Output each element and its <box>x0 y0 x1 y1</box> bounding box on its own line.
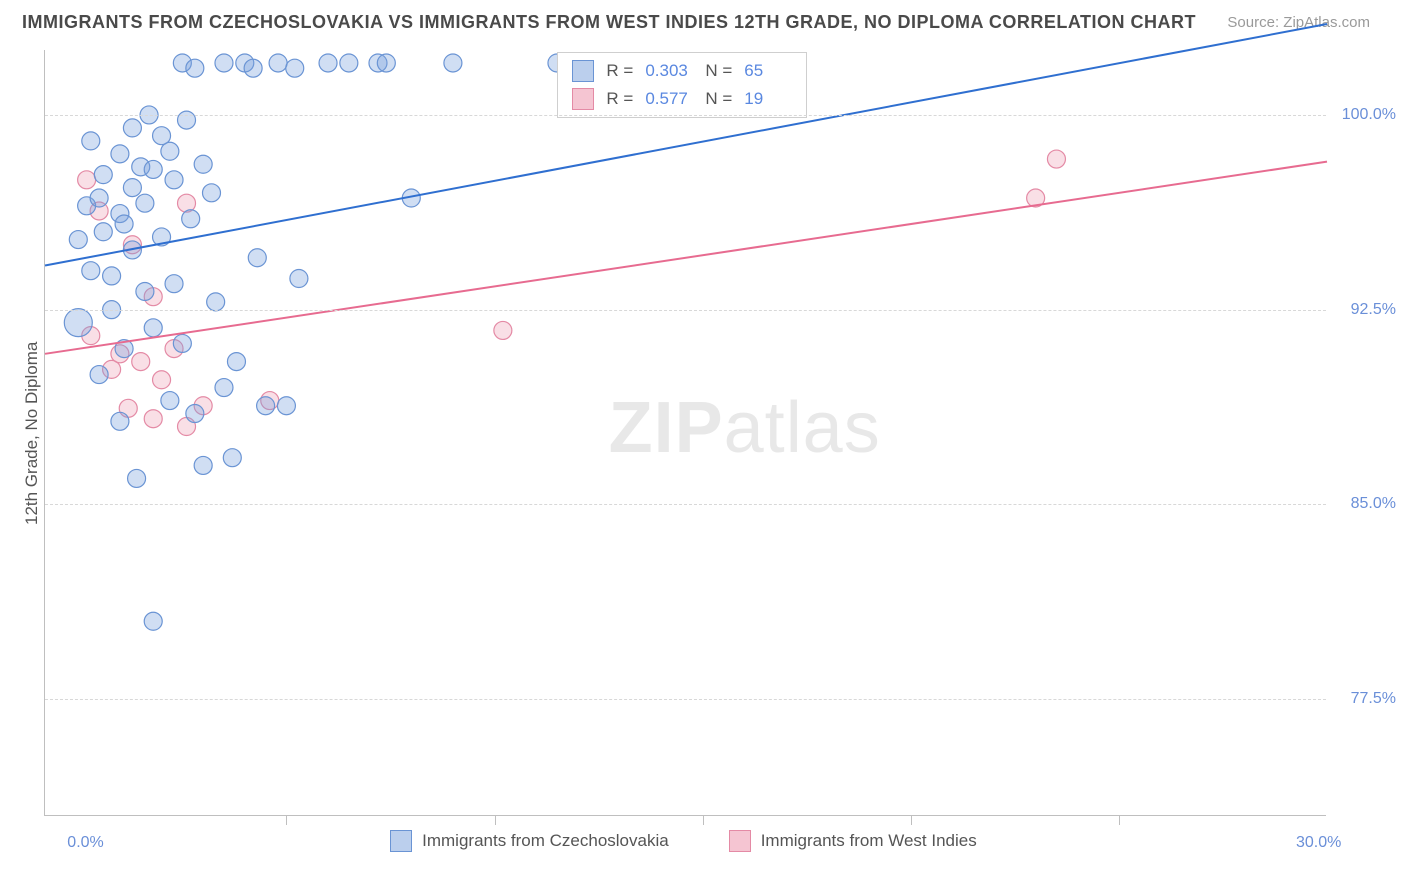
scatter-point-blue <box>444 54 462 72</box>
y-tick-label: 77.5% <box>1336 690 1396 708</box>
scatter-point-pink <box>1047 150 1065 168</box>
stats-row: R = 0.577 N = 19 <box>558 85 806 113</box>
scatter-point-blue <box>194 456 212 474</box>
scatter-point-blue <box>319 54 337 72</box>
trend-line-pink <box>45 162 1327 354</box>
scatter-point-blue <box>165 171 183 189</box>
scatter-point-pink <box>494 321 512 339</box>
legend-item: Immigrants from Czechoslovakia <box>390 830 669 852</box>
scatter-point-blue <box>94 166 112 184</box>
scatter-point-blue <box>340 54 358 72</box>
n-value: 19 <box>744 89 792 109</box>
legend-item: Immigrants from West Indies <box>729 830 977 852</box>
scatter-point-blue <box>161 142 179 160</box>
scatter-point-blue <box>90 189 108 207</box>
scatter-point-blue <box>215 379 233 397</box>
scatter-point-blue <box>377 54 395 72</box>
scatter-point-blue <box>144 612 162 630</box>
source-link[interactable]: ZipAtlas.com <box>1283 14 1370 31</box>
scatter-point-blue <box>173 334 191 352</box>
scatter-point-blue <box>136 194 154 212</box>
scatter-point-blue <box>286 59 304 77</box>
stats-box: R = 0.303 N = 65 R = 0.577 N = 19 <box>557 52 807 118</box>
n-label: N = <box>705 89 732 109</box>
x-tick <box>286 815 287 825</box>
scatter-point-blue <box>248 249 266 267</box>
legend-swatch <box>572 88 594 110</box>
x-tick <box>703 815 704 825</box>
scatter-point-blue <box>103 267 121 285</box>
legend-swatch <box>729 830 751 852</box>
scatter-point-blue <box>82 262 100 280</box>
r-label: R = <box>606 89 633 109</box>
scatter-point-blue <box>227 353 245 371</box>
scatter-point-blue <box>257 397 275 415</box>
scatter-point-blue <box>223 449 241 467</box>
scatter-point-blue <box>64 309 92 337</box>
x-tick <box>495 815 496 825</box>
scatter-point-pink <box>132 353 150 371</box>
legend-label: Immigrants from Czechoslovakia <box>422 831 669 851</box>
gridline <box>45 504 1326 505</box>
scatter-point-pink <box>144 410 162 428</box>
y-axis-label: 12th Grade, No Diploma <box>22 342 42 525</box>
scatter-point-blue <box>277 397 295 415</box>
source-label: Source: <box>1227 14 1283 31</box>
scatter-point-blue <box>136 282 154 300</box>
legend-swatch <box>390 830 412 852</box>
scatter-point-blue <box>182 210 200 228</box>
scatter-point-pink <box>78 171 96 189</box>
stats-row: R = 0.303 N = 65 <box>558 57 806 85</box>
scatter-point-blue <box>207 293 225 311</box>
scatter-point-blue <box>269 54 287 72</box>
y-tick-label: 100.0% <box>1336 106 1396 124</box>
y-tick-label: 92.5% <box>1336 301 1396 319</box>
scatter-point-blue <box>165 275 183 293</box>
gridline <box>45 310 1326 311</box>
chart-plot-area: ZIPatlas R =0.303N =65R =0.577N =19 77.5… <box>44 50 1326 816</box>
scatter-point-blue <box>123 179 141 197</box>
r-value: 0.303 <box>645 61 693 81</box>
legend-swatch <box>572 60 594 82</box>
scatter-point-blue <box>111 145 129 163</box>
scatter-point-blue <box>215 54 233 72</box>
n-label: N = <box>705 61 732 81</box>
r-value: 0.577 <box>645 89 693 109</box>
gridline <box>45 115 1326 116</box>
x-max-label: 30.0% <box>1296 834 1341 852</box>
scatter-point-blue <box>178 111 196 129</box>
legend-label: Immigrants from West Indies <box>761 831 977 851</box>
gridline <box>45 699 1326 700</box>
scatter-point-blue <box>186 405 204 423</box>
scatter-point-blue <box>202 184 220 202</box>
scatter-point-blue <box>186 59 204 77</box>
y-tick-label: 85.0% <box>1336 495 1396 513</box>
scatter-point-blue <box>161 392 179 410</box>
n-value: 65 <box>744 61 792 81</box>
legend: Immigrants from Czechoslovakia Immigrants… <box>390 830 977 852</box>
scatter-point-blue <box>90 366 108 384</box>
scatter-point-pink <box>153 371 171 389</box>
chart-svg <box>45 50 1327 816</box>
scatter-point-blue <box>123 119 141 137</box>
scatter-point-blue <box>111 412 129 430</box>
scatter-point-blue <box>82 132 100 150</box>
scatter-point-blue <box>128 469 146 487</box>
scatter-point-blue <box>115 215 133 233</box>
scatter-point-blue <box>290 270 308 288</box>
scatter-point-blue <box>94 223 112 241</box>
scatter-point-blue <box>69 231 87 249</box>
scatter-point-blue <box>144 160 162 178</box>
scatter-point-blue <box>244 59 262 77</box>
x-tick <box>911 815 912 825</box>
scatter-point-blue <box>194 155 212 173</box>
r-label: R = <box>606 61 633 81</box>
x-tick <box>1119 815 1120 825</box>
chart-title: IMMIGRANTS FROM CZECHOSLOVAKIA VS IMMIGR… <box>22 12 1196 33</box>
x-min-label: 0.0% <box>67 834 103 852</box>
scatter-point-blue <box>144 319 162 337</box>
